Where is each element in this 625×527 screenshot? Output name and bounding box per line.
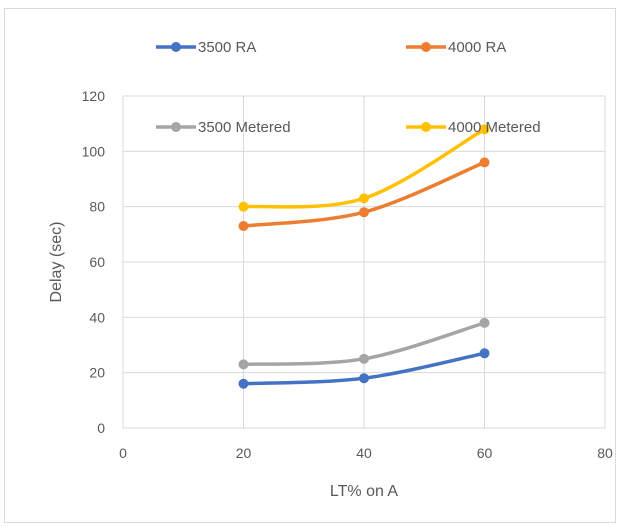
legend-marker <box>421 42 431 52</box>
tick-labels: 0 20 40 60 80 100 120 0 20 40 60 80 <box>82 88 613 461</box>
data-point <box>359 207 369 218</box>
legend-item: 3500 RA <box>156 39 256 56</box>
legend-label: 4000 RA <box>448 39 506 56</box>
legend-item: 4000 Metered <box>406 119 541 136</box>
data-point <box>479 348 490 359</box>
y-tick-label: 100 <box>82 143 106 159</box>
x-axis-title: LT% on A <box>330 483 399 500</box>
chart-frame <box>4 8 616 523</box>
legend: 3500 RA 4000 RA 3500 Metered 4000 Metered <box>156 39 541 136</box>
y-tick-label: 0 <box>97 420 105 436</box>
y-tick-label: 60 <box>89 254 105 270</box>
series-4000-ra <box>238 157 490 232</box>
legend-item: 3500 Metered <box>156 119 291 136</box>
legend-item: 4000 RA <box>406 39 506 56</box>
x-tick-label: 60 <box>477 445 493 461</box>
data-point <box>359 373 369 384</box>
x-tick-label: 80 <box>597 445 613 461</box>
data-point <box>238 221 249 232</box>
series-3500-ra <box>238 348 490 389</box>
data-point <box>238 201 249 212</box>
data-point <box>479 124 490 135</box>
data-point <box>359 193 369 204</box>
y-tick-label: 80 <box>89 199 105 215</box>
legend-label: 4000 Metered <box>448 119 541 136</box>
data-point <box>479 157 490 168</box>
x-tick-label: 20 <box>236 445 252 461</box>
series-3500-metered <box>238 317 490 370</box>
legend-label: 3500 Metered <box>198 119 291 136</box>
y-tick-label: 20 <box>89 365 105 381</box>
grid <box>122 95 606 429</box>
series-layer <box>238 124 490 389</box>
series-4000-metered <box>238 124 490 212</box>
data-point <box>238 378 249 389</box>
y-tick-label: 40 <box>89 309 105 325</box>
data-point <box>479 317 490 328</box>
y-axis-title: Delay (sec) <box>48 222 65 303</box>
legend-marker <box>171 122 181 132</box>
data-point <box>359 353 369 364</box>
legend-label: 3500 RA <box>198 39 256 56</box>
legend-marker <box>421 122 431 132</box>
data-point <box>238 359 249 370</box>
x-tick-label: 40 <box>356 445 372 461</box>
y-tick-label: 120 <box>82 88 106 104</box>
x-tick-label: 0 <box>119 445 127 461</box>
legend-marker <box>171 42 181 52</box>
